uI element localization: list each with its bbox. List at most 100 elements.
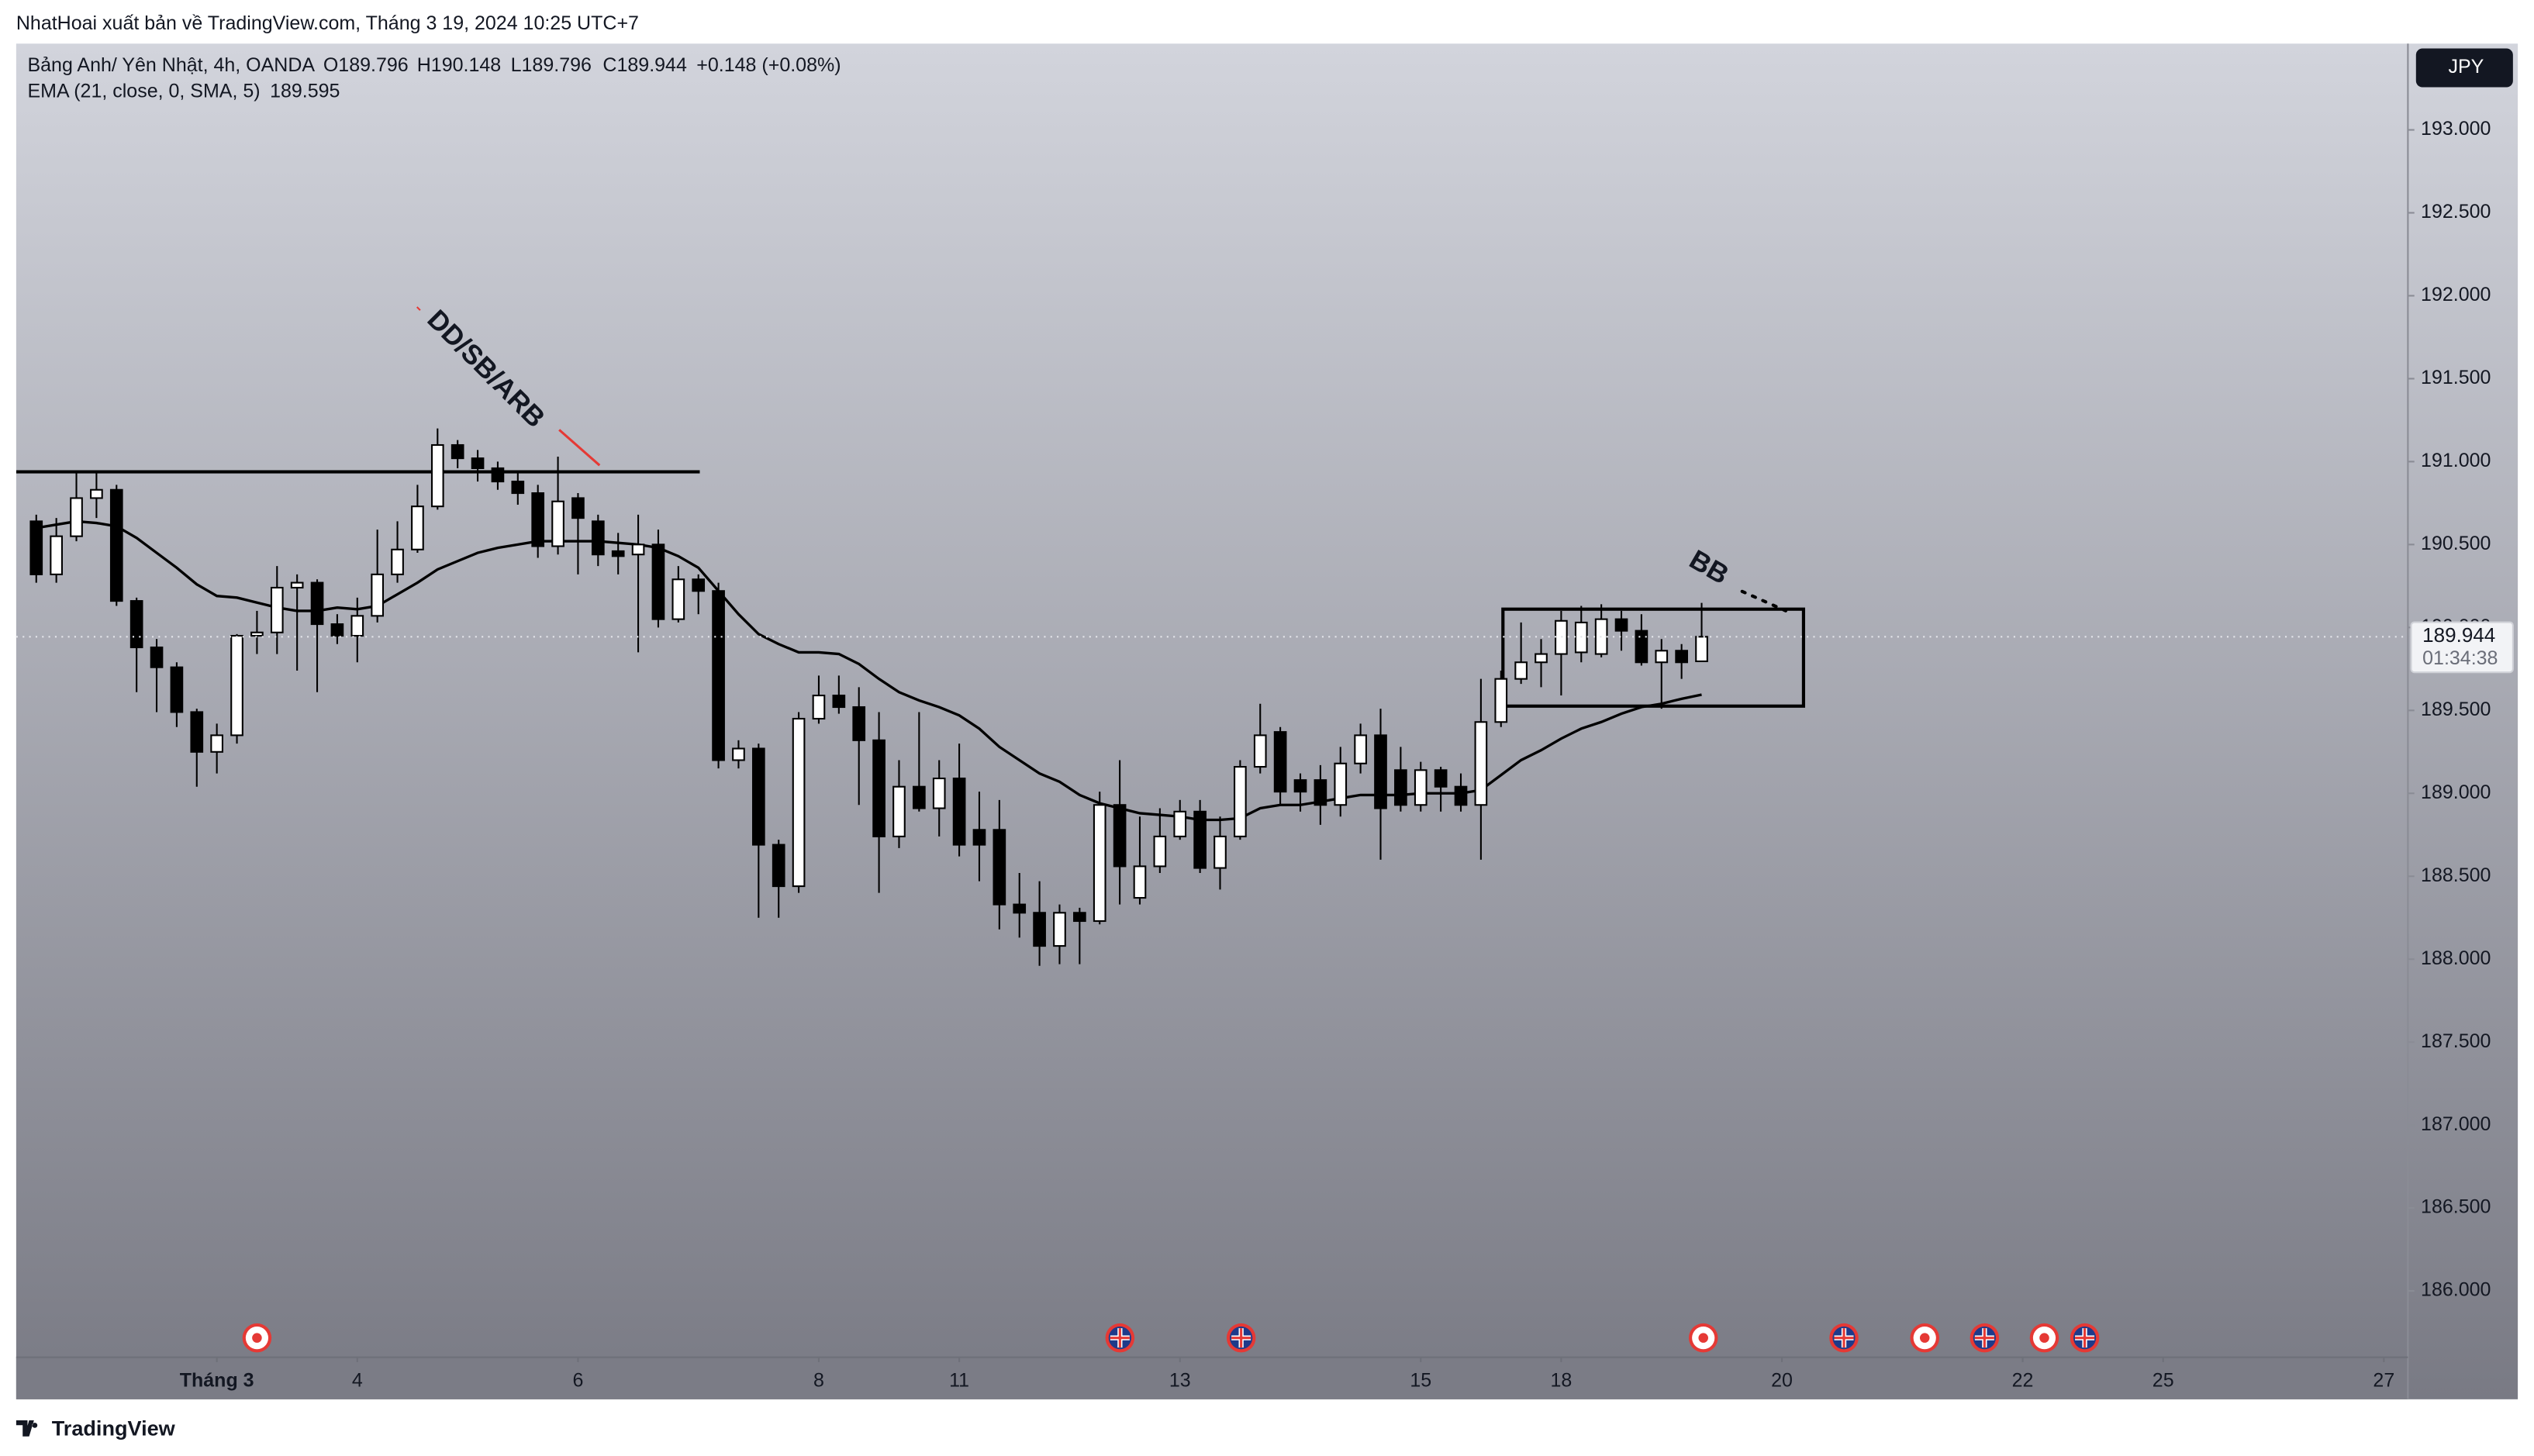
- candle-body: [1193, 810, 1207, 869]
- candle-body: [712, 590, 725, 761]
- candle-body: [631, 543, 645, 556]
- candle-body: [591, 520, 605, 556]
- y-tick-label: 193.000: [2421, 118, 2491, 140]
- candle-body: [1334, 762, 1348, 806]
- candle-body: [391, 548, 404, 575]
- x-tick-label: 20: [1771, 1370, 1793, 1392]
- x-tick-label: Tháng 3: [180, 1370, 254, 1392]
- candle-body: [792, 717, 806, 888]
- candle-body: [1414, 769, 1428, 806]
- candle-body: [1695, 636, 1708, 663]
- candle-body: [1053, 912, 1066, 947]
- candle-body: [751, 747, 765, 846]
- y-tick-label: 191.000: [2421, 450, 2491, 471]
- candle-body: [310, 581, 324, 626]
- event-icon[interactable]: [2029, 1323, 2059, 1353]
- candle-body: [611, 550, 625, 557]
- symbol-name: Bảng Anh/ Yên Nhật, 4h, OANDA: [27, 54, 315, 76]
- event-icon-dot: [252, 1333, 262, 1343]
- candle-body: [1234, 765, 1247, 837]
- candle-body: [913, 785, 926, 809]
- y-tick-label: 191.500: [2421, 367, 2491, 388]
- candle-body: [1535, 653, 1548, 664]
- candle-body: [1113, 804, 1127, 868]
- annotation-mark[interactable]: [416, 306, 421, 311]
- candle-body: [150, 646, 164, 668]
- candle-body: [1273, 731, 1287, 793]
- candle-body: [230, 634, 243, 737]
- candle-body: [651, 543, 665, 620]
- y-tick-label: 186.500: [2421, 1196, 2491, 1218]
- brand-name: TradingView: [52, 1416, 176, 1440]
- event-icon-cross: [1834, 1328, 1854, 1348]
- event-icon-dot: [1698, 1333, 1708, 1343]
- candle-body: [952, 777, 966, 846]
- candle-body: [1474, 721, 1488, 806]
- y-tick-label: 188.000: [2421, 947, 2491, 969]
- x-tick-label: 6: [572, 1370, 583, 1392]
- annotation-dotted-line[interactable]: [1740, 589, 1788, 612]
- event-icon-cross: [1974, 1328, 1994, 1348]
- x-tick-label: 22: [2012, 1370, 2034, 1392]
- candle-body: [531, 492, 545, 547]
- time-axis-background: [16, 1357, 2408, 1399]
- currency-label[interactable]: JPY: [2448, 56, 2484, 78]
- event-icon[interactable]: [1226, 1323, 1256, 1353]
- candle-body: [90, 488, 103, 499]
- candle-body: [451, 443, 464, 460]
- currency-button[interactable]: [2415, 48, 2513, 88]
- candle-body: [411, 505, 424, 550]
- candle-body: [350, 615, 364, 637]
- candle-body: [692, 578, 706, 592]
- event-icon[interactable]: [242, 1323, 272, 1353]
- candle-body: [129, 600, 143, 649]
- y-tick-label: 188.500: [2421, 864, 2491, 886]
- y-tick-label: 186.000: [2421, 1279, 2491, 1301]
- last-price-label: 189.944: [2422, 623, 2495, 647]
- event-icon-dot: [1919, 1333, 1930, 1343]
- legend: Bảng Anh/ Yên Nhật, 4h, OANDA O189.796 H…: [27, 54, 841, 102]
- annotation-arrow[interactable]: [558, 429, 601, 467]
- y-tick-label: 192.000: [2421, 284, 2491, 305]
- ohlc-close: C189.944: [602, 54, 687, 76]
- candle-body: [109, 488, 123, 602]
- event-icon[interactable]: [1910, 1323, 1939, 1353]
- x-tick-label: 11: [949, 1370, 969, 1392]
- candle-body: [70, 497, 83, 537]
- event-icon-cross: [1231, 1328, 1251, 1348]
- candle-body: [1494, 678, 1508, 723]
- candle-body: [290, 581, 304, 589]
- candle-body: [511, 481, 525, 495]
- candle-body: [892, 785, 906, 837]
- candle-body: [671, 578, 685, 620]
- candle-body: [571, 497, 585, 519]
- event-icon[interactable]: [1105, 1323, 1135, 1353]
- event-icon[interactable]: [1829, 1323, 1859, 1353]
- candle-body: [1073, 912, 1086, 923]
- y-tick-label: 189.000: [2421, 781, 2491, 803]
- candle-body: [1013, 903, 1027, 914]
- publisher-line: NhatHoai xuất bản về TradingView.com, Th…: [16, 12, 639, 34]
- x-tick-label: 27: [2373, 1370, 2394, 1392]
- candle-body: [471, 457, 485, 469]
- candle-body: [190, 711, 204, 753]
- logo-mark: [16, 1420, 38, 1437]
- candle-body: [430, 443, 444, 508]
- candle-body: [270, 586, 284, 633]
- y-tick-label: 187.000: [2421, 1113, 2491, 1135]
- y-tick-label: 192.500: [2421, 201, 2491, 223]
- candle-body: [732, 747, 745, 761]
- x-tick-label: 4: [352, 1370, 363, 1392]
- candle-body: [1394, 769, 1407, 806]
- countdown-label: 01:34:38: [2422, 647, 2498, 669]
- x-tick-label: 15: [1410, 1370, 1431, 1392]
- x-tick-label: 8: [813, 1370, 824, 1392]
- candle-body: [491, 467, 505, 483]
- indicator-name: EMA (21, close, 0, SMA, 5): [27, 80, 260, 102]
- candle-body: [1434, 769, 1448, 788]
- event-icon[interactable]: [1688, 1323, 1718, 1353]
- event-icon[interactable]: [1970, 1323, 2000, 1353]
- event-icon[interactable]: [2070, 1323, 2100, 1353]
- candle-body: [170, 666, 184, 713]
